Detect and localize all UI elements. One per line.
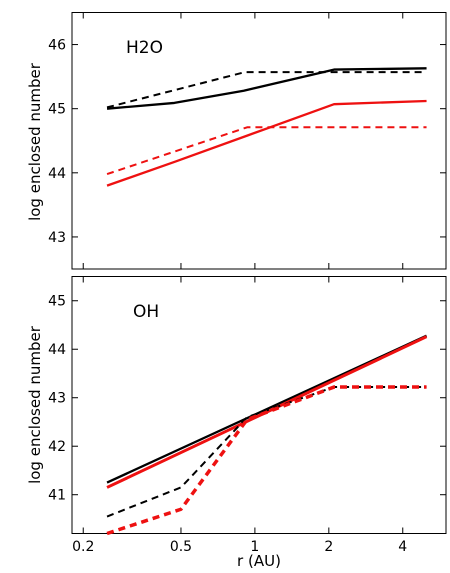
oh-y-tick-label: 41	[48, 488, 66, 504]
x-axis-label: r (AU)	[237, 552, 281, 570]
h2o-series-red-dashed	[106, 126, 427, 176]
oh-y-axis-label: log enclosed number	[26, 325, 44, 484]
h2o-y-tick-label: 46	[48, 38, 66, 54]
h2o-series-black-solid	[106, 67, 427, 110]
h2o-panel-label: H2O	[126, 38, 163, 58]
oh-panel-frame	[71, 276, 447, 534]
x-tick-label: 0.2	[72, 539, 94, 555]
h2o-panel-frame	[71, 12, 447, 270]
oh-y-tick-label: 42	[48, 439, 66, 455]
x-tick-label: 2	[324, 539, 333, 555]
x-tick-label: 4	[398, 539, 407, 555]
oh-panel-label: OH	[133, 302, 159, 322]
oh-y-tick-label: 45	[48, 294, 66, 310]
x-tick-label: 0.5	[170, 539, 192, 555]
x-tick-label: 1	[250, 539, 259, 555]
h2o-series-red-solid	[106, 99, 427, 187]
oh-series-black-dashed	[106, 386, 427, 518]
h2o-y-tick-label: 45	[48, 102, 66, 118]
oh-y-tick-label: 43	[48, 391, 66, 407]
oh-y-tick-label: 44	[48, 342, 66, 358]
oh-panel: 41 42 43 44 45	[48, 276, 446, 536]
h2o-panel: 43 44 45 46	[48, 12, 446, 269]
h2o-y-tick-label: 43	[48, 230, 66, 246]
x-axis: 0.2 0.5 1 2 4	[72, 539, 407, 555]
h2o-y-axis-label: log enclosed number	[26, 62, 44, 221]
h2o-series-black-dashed	[106, 71, 427, 109]
h2o-y-tick-label: 44	[48, 166, 66, 182]
oh-series-red-dashed	[106, 385, 427, 536]
